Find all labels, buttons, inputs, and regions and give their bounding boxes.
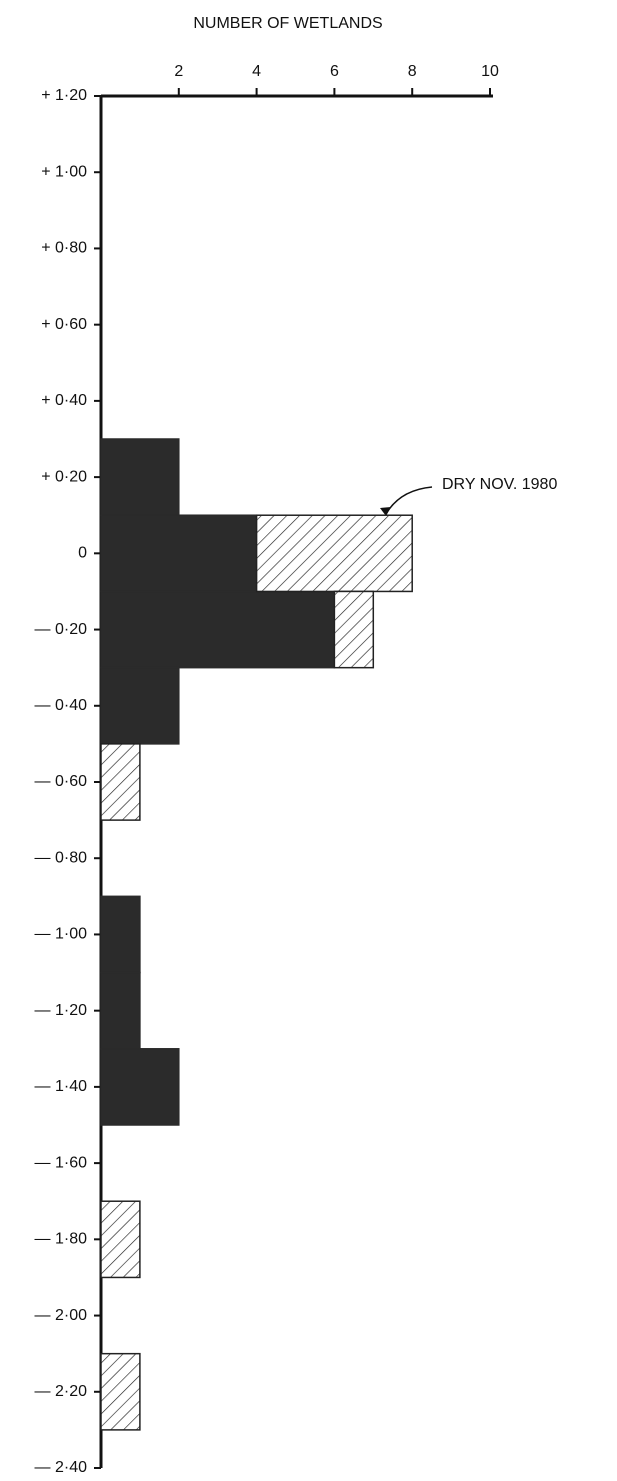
y-tick-label: — 0·60 [35, 773, 88, 790]
y-tick-label: + 0·60 [41, 316, 87, 333]
y-tick-label: + 0·40 [41, 392, 87, 409]
y-tick-label: — 1·40 [35, 1078, 88, 1095]
x-tick-label: 4 [252, 63, 261, 80]
x-tick-label: 10 [481, 63, 499, 80]
bar [100, 743, 141, 821]
bar [255, 514, 413, 593]
y-tick-label: + 1·20 [41, 87, 87, 104]
x-tick-label: 8 [408, 63, 417, 80]
y-tick-label: — 2·40 [35, 1459, 88, 1476]
y-tick-label: 0 [78, 545, 87, 562]
bar [100, 666, 180, 745]
bar [100, 438, 180, 516]
bar [100, 1352, 141, 1431]
x-tick-label: 6 [330, 63, 339, 80]
bar [100, 971, 141, 1050]
y-tick-label: — 1·20 [35, 1002, 88, 1019]
y-tick-label: + 0·80 [41, 240, 87, 257]
y-tick-label: + 0·20 [41, 468, 87, 485]
bar [100, 590, 336, 669]
y-tick-label: — 1·80 [35, 1231, 88, 1248]
x-tick-label: 2 [174, 63, 183, 80]
y-tick-label: — 2·20 [35, 1383, 88, 1400]
x-axis-label: NUMBER OF WETLANDS [193, 15, 382, 32]
y-tick-label: — 1·00 [35, 926, 88, 943]
y-tick-label: — 0·40 [35, 697, 88, 714]
y-tick-label: — 0·80 [35, 849, 88, 866]
bar [333, 590, 375, 669]
bar [100, 1048, 180, 1126]
bar [100, 895, 141, 974]
y-tick-label: — 1·60 [35, 1154, 88, 1171]
bar [100, 1200, 141, 1279]
bar [100, 514, 258, 593]
y-tick-label: + 1·00 [41, 163, 87, 180]
annotation-arrow [385, 486, 433, 515]
annotation: DRY NOV. 1980 [442, 476, 557, 493]
y-tick-label: — 0·20 [35, 621, 88, 638]
y-tick-label: — 2·00 [35, 1307, 88, 1324]
annotation-arrowhead [380, 507, 391, 516]
